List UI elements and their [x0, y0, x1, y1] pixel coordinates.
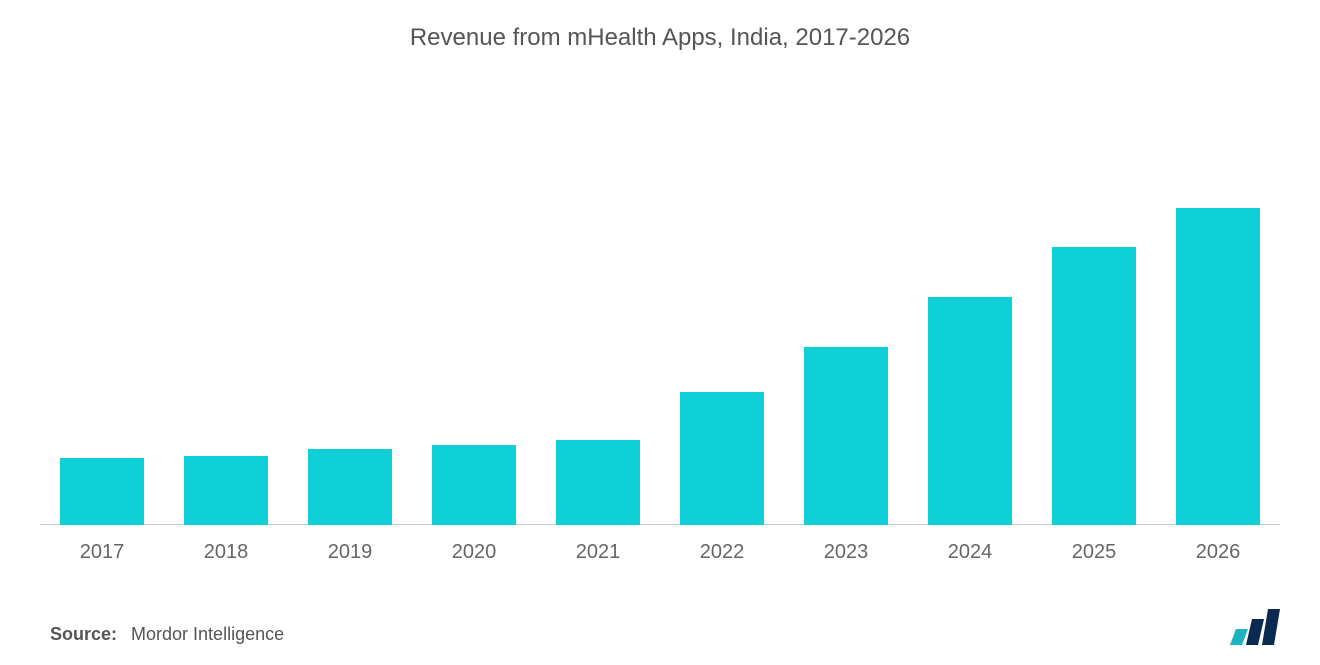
x-axis-label: 2023 — [784, 541, 908, 564]
bar-group: 2017 — [40, 80, 164, 525]
bar-group: 2021 — [536, 80, 660, 525]
x-axis-label: 2026 — [1156, 541, 1280, 564]
bar — [1052, 247, 1136, 525]
source-text: Mordor Intelligence — [131, 624, 284, 644]
x-axis-label: 2020 — [412, 541, 536, 564]
bar — [432, 445, 516, 525]
chart-container: Revenue from mHealth Apps, India, 2017-2… — [0, 0, 1320, 665]
bar — [680, 392, 764, 526]
bar-group: 2024 — [908, 80, 1032, 525]
bar-group: 2019 — [288, 80, 412, 525]
x-axis-label: 2024 — [908, 541, 1032, 564]
source-line: Source: Mordor Intelligence — [50, 624, 284, 645]
bar — [308, 449, 392, 525]
x-axis-label: 2022 — [660, 541, 784, 564]
x-axis-label: 2017 — [40, 541, 164, 564]
bar — [804, 347, 888, 525]
bar — [184, 456, 268, 525]
bar-group: 2020 — [412, 80, 536, 525]
bar-group: 2018 — [164, 80, 288, 525]
chart-title: Revenue from mHealth Apps, India, 2017-2… — [0, 0, 1320, 52]
source-label: Source: — [50, 624, 117, 644]
brand-logo-icon — [1228, 609, 1280, 645]
plot: 2017201820192020202120222023202420252026 — [40, 80, 1280, 525]
x-axis-label: 2018 — [164, 541, 288, 564]
bar-group: 2025 — [1032, 80, 1156, 525]
bar-group: 2026 — [1156, 80, 1280, 525]
x-axis-label: 2025 — [1032, 541, 1156, 564]
bar-group: 2023 — [784, 80, 908, 525]
chart-plot-area: 2017201820192020202120222023202420252026 — [40, 80, 1280, 525]
x-axis-label: 2019 — [288, 541, 412, 564]
bar-group: 2022 — [660, 80, 784, 525]
bar — [60, 458, 144, 525]
bar — [928, 297, 1012, 525]
x-axis-label: 2021 — [536, 541, 660, 564]
bar — [1176, 208, 1260, 525]
bar — [556, 440, 640, 525]
